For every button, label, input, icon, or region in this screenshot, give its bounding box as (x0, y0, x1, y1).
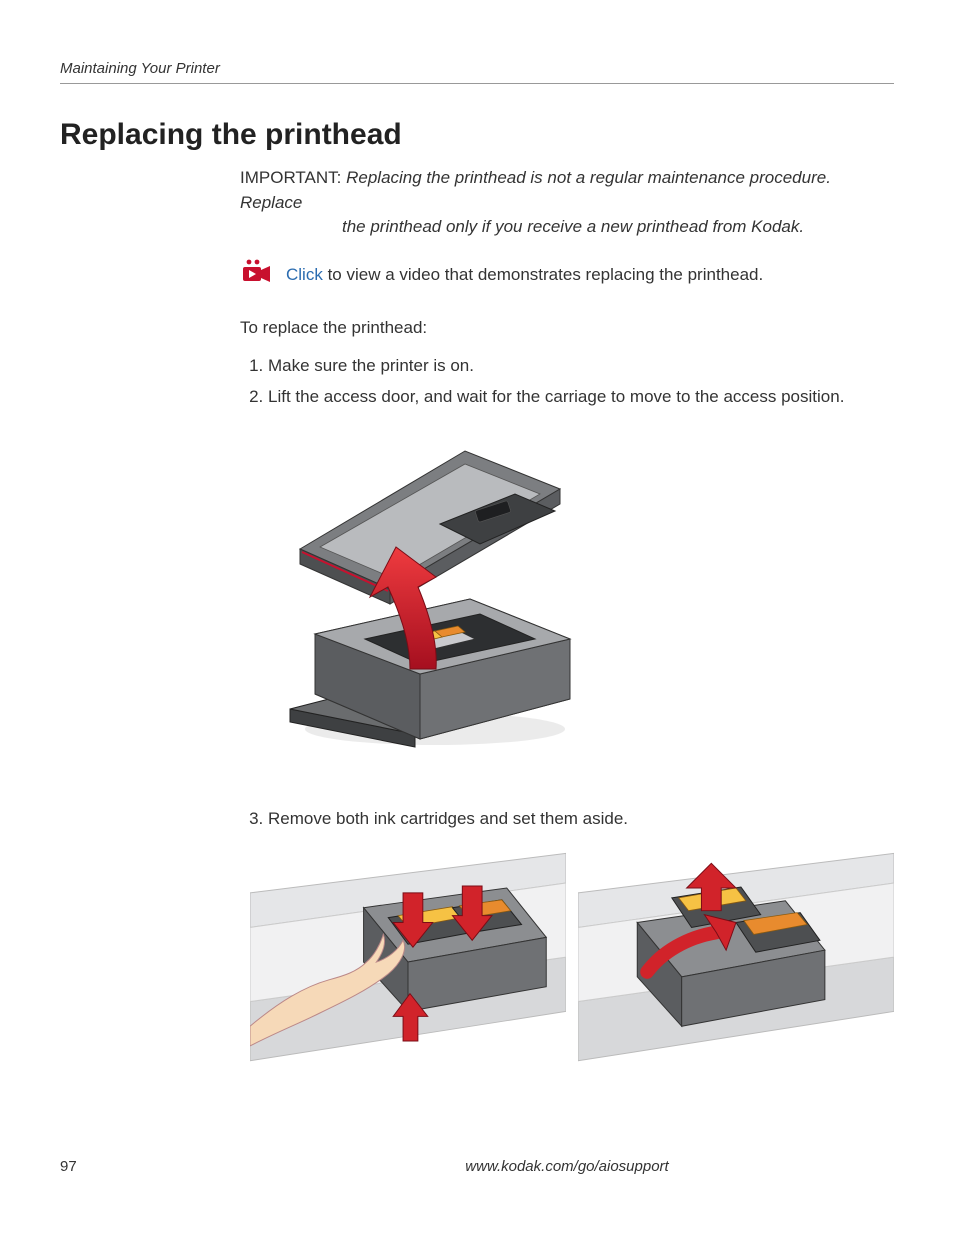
video-click-link[interactable]: Click (286, 265, 323, 284)
remove-cartridge-panel-b (578, 852, 894, 1077)
printer-open-illustration (270, 429, 590, 759)
video-camera-icon (240, 258, 272, 294)
steps-list-part2: Remove both ink cartridges and set them … (240, 807, 894, 832)
remove-cartridge-panel-a (250, 852, 566, 1077)
manual-page: Maintaining Your Printer Replacing the p… (0, 0, 954, 1235)
running-head: Maintaining Your Printer (60, 60, 894, 84)
important-label: IMPORTANT: (240, 168, 346, 187)
figure-2 (250, 852, 894, 1077)
step-3: Remove both ink cartridges and set them … (268, 807, 894, 832)
important-note: IMPORTANT: Replacing the printhead is no… (240, 166, 894, 240)
steps-list-part1: Make sure the printer is on. Lift the ac… (240, 354, 894, 409)
page-number: 97 (60, 1158, 240, 1175)
video-sentence: Click to view a video that demonstrates … (286, 263, 763, 288)
step-2: Lift the access door, and wait for the c… (268, 385, 894, 410)
page-footer: 97 www.kodak.com/go/aiosupport (60, 1158, 894, 1175)
section-title: Replacing the printhead (60, 118, 894, 152)
intro-line: To replace the printhead: (240, 316, 894, 341)
figure-1 (270, 429, 894, 767)
body-block: IMPORTANT: Replacing the printhead is no… (240, 166, 894, 1077)
important-text-line2: the printhead only if you receive a new … (342, 215, 894, 240)
video-link-row: Click to view a video that demonstrates … (240, 258, 894, 294)
footer-url: www.kodak.com/go/aiosupport (240, 1158, 894, 1175)
step-1: Make sure the printer is on. (268, 354, 894, 379)
video-rest-text: to view a video that demonstrates replac… (323, 265, 763, 284)
